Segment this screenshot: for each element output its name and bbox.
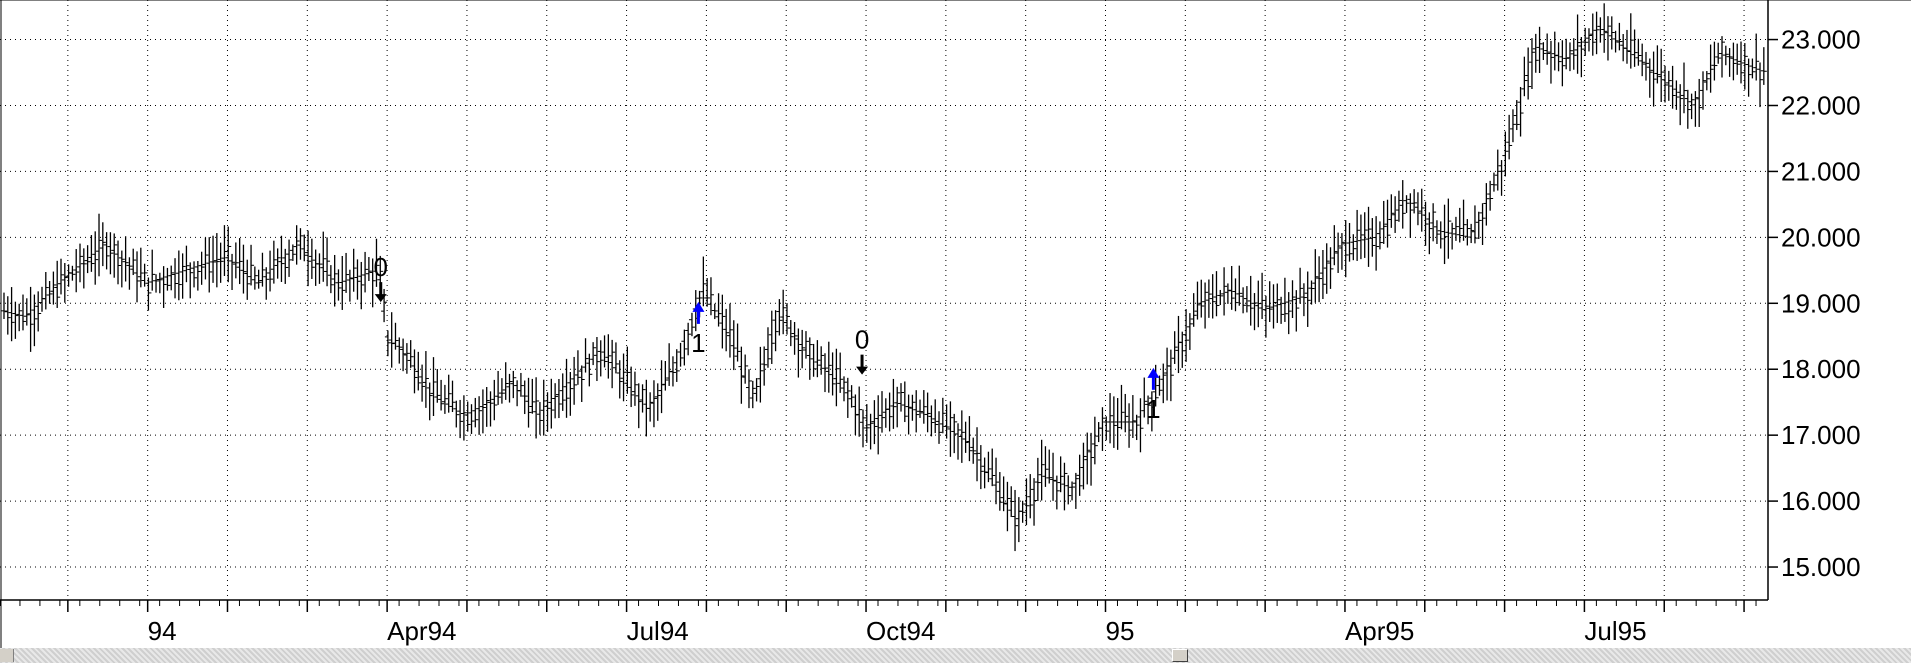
x-tick-label: Jul94 xyxy=(627,616,689,646)
signal-label: 0 xyxy=(374,252,388,282)
signal-arrow-up xyxy=(692,301,705,312)
x-tick-label: Oct94 xyxy=(866,616,935,646)
signal-label: 1 xyxy=(1146,394,1160,424)
y-tick-label: 23.000 xyxy=(1781,25,1861,55)
x-tick-label: Apr94 xyxy=(387,616,456,646)
y-tick-label: 20.000 xyxy=(1781,222,1861,252)
y-tick-label: 16.000 xyxy=(1781,486,1861,516)
y-tick-label: 15.000 xyxy=(1781,552,1861,582)
y-tick-label: 19.000 xyxy=(1781,288,1861,318)
price-bars xyxy=(0,3,1767,552)
y-tick-label: 18.000 xyxy=(1781,354,1861,384)
y-tick-label: 22.000 xyxy=(1781,90,1861,120)
x-tick-label: 94 xyxy=(148,616,177,646)
grid-lines xyxy=(0,0,1768,600)
x-tick-label: 95 xyxy=(1105,616,1134,646)
signal-markers: 0 1 0 1 xyxy=(374,252,1161,424)
y-tick-label: 21.000 xyxy=(1781,156,1861,186)
signal-arrow-down xyxy=(856,366,869,375)
scrollbar-thumb[interactable] xyxy=(1172,649,1188,662)
horizontal-scrollbar[interactable] xyxy=(0,648,1911,663)
x-tick-label: Jul95 xyxy=(1584,616,1646,646)
x-axis: 94 Apr94 Jul94 Oct94 95 Apr95 Jul95 xyxy=(0,600,1757,646)
x-tick-label: Apr95 xyxy=(1345,616,1414,646)
y-axis: 23.000 22.000 21.000 20.000 19.000 18.000 17.0… xyxy=(1768,25,1861,582)
signal-arrow-up xyxy=(1147,367,1160,378)
y-tick-label: 17.000 xyxy=(1781,420,1861,450)
signal-label: 0 xyxy=(855,325,869,355)
scroll-left-button[interactable] xyxy=(0,649,14,662)
signal-arrow-down xyxy=(374,294,387,303)
signal-label: 1 xyxy=(691,328,705,358)
